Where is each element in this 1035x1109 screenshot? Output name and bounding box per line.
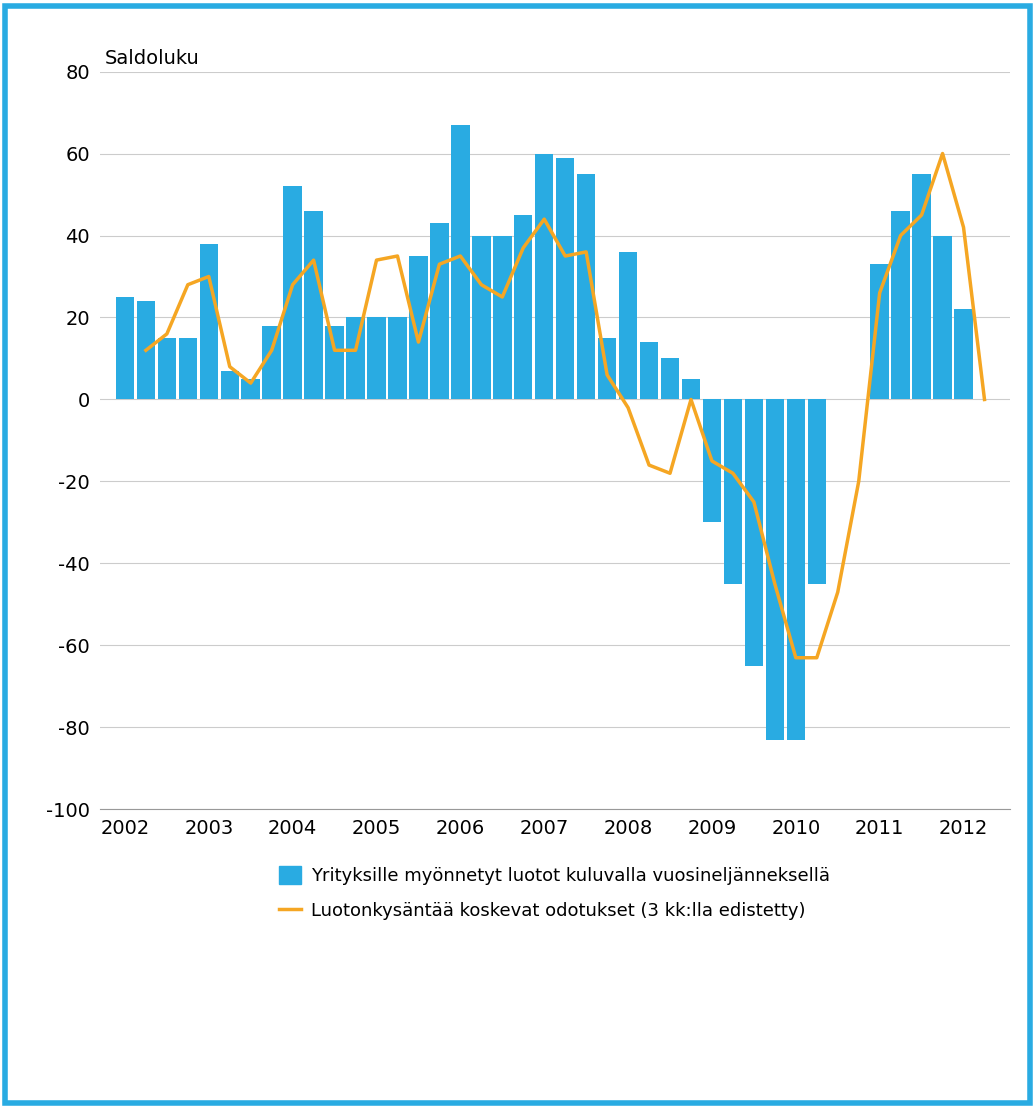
Bar [367,317,386,399]
Legend: Yrityksille myönnetyt luotot kuluvalla vuosineljänneksellä, Luotonkysäntää koske: Yrityksille myönnetyt luotot kuluvalla v… [270,856,839,929]
Bar [723,399,742,584]
Bar [913,174,930,399]
Bar [514,215,532,399]
Bar [137,302,155,399]
Bar [200,244,218,399]
Bar [598,338,617,399]
Bar [744,399,763,665]
Bar [787,399,805,740]
Bar [116,297,135,399]
Bar [325,326,344,399]
Text: Saldoluku: Saldoluku [105,49,199,68]
Bar [934,235,952,399]
Bar [954,309,973,399]
Bar [891,211,910,399]
Bar [556,157,574,399]
Bar [703,399,721,522]
Bar [220,370,239,399]
Bar [807,399,826,584]
Bar [682,379,701,399]
Bar [576,174,595,399]
Bar [431,223,448,399]
Bar [347,317,364,399]
Bar [493,235,511,399]
Bar [409,256,427,399]
Bar [640,342,658,399]
Bar [619,252,638,399]
Bar [284,186,302,399]
Bar [388,317,407,399]
Bar [472,235,491,399]
Bar [660,358,679,399]
Bar [870,264,889,399]
Bar [451,125,470,399]
Bar [304,211,323,399]
Bar [535,153,554,399]
Bar [179,338,197,399]
Bar [263,326,280,399]
Bar [766,399,785,740]
Bar [157,338,176,399]
Bar [241,379,260,399]
